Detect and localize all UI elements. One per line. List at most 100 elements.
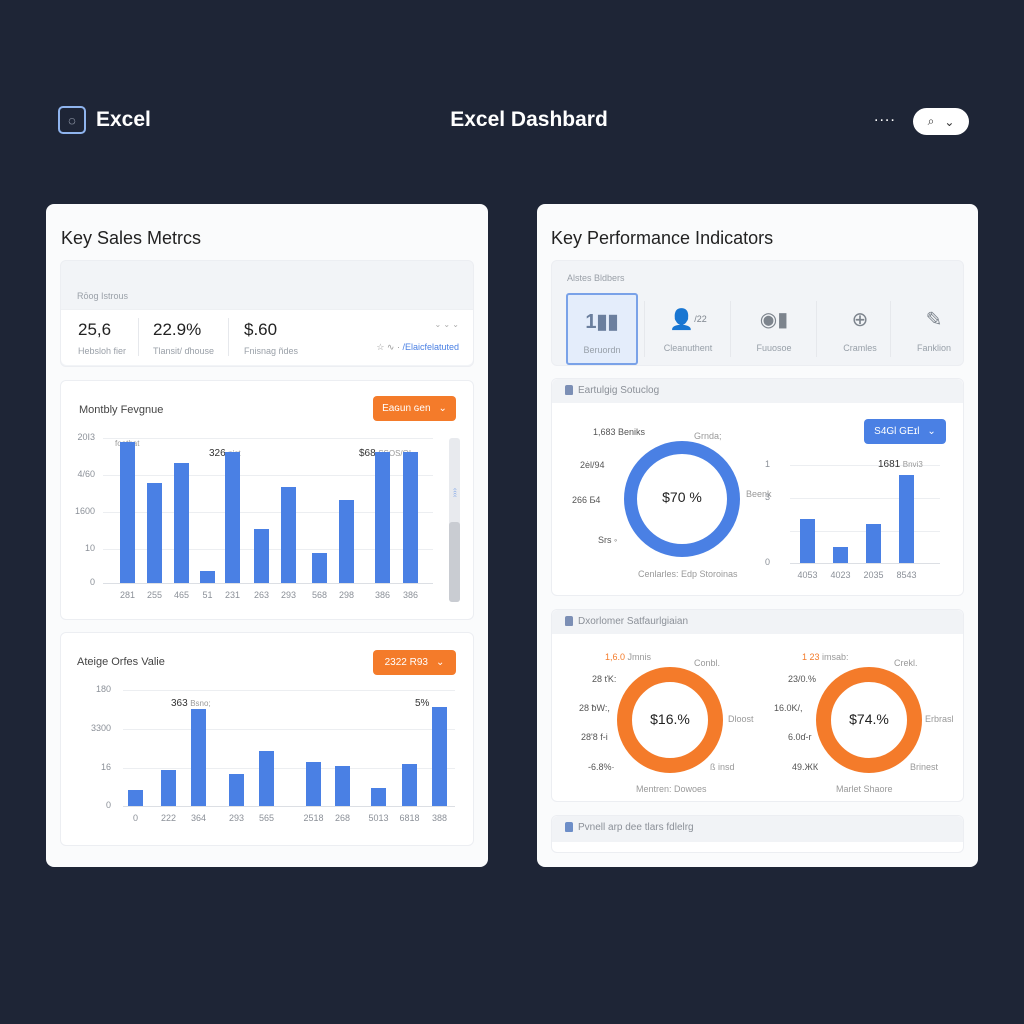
x-axis-label: 293 — [228, 813, 245, 823]
kpi-tab-fanklion[interactable]: ✎ Fanklion — [898, 293, 970, 365]
bar[interactable] — [120, 442, 135, 583]
bar[interactable] — [403, 452, 418, 583]
kpi-tab-cramles[interactable]: ⊕ Cramles — [824, 293, 896, 365]
x-axis-label: 263 — [253, 590, 270, 600]
ordering-bar-chart: 1 3 0 1681 Bnvi3 4053 4023 2035 8543 — [765, 459, 940, 580]
person-target-icon: ◉▮ — [759, 308, 789, 331]
section-header: Dxorlomer Satfaurlgiaian — [552, 610, 963, 634]
chevron-down-icon: ⌄ — [435, 657, 445, 668]
bar[interactable] — [899, 475, 914, 563]
stat-3: $.60 Fnisnag ñdes — [244, 320, 299, 356]
x-axis-label: 293 — [280, 590, 297, 600]
excel-app-icon: ◌ — [58, 106, 86, 134]
x-axis-label: 0 — [132, 813, 138, 823]
bar-annotation: $68 SSOS/OI — [359, 448, 412, 459]
monthly-revenue-card: Montbly Fevgnue Eaɢun ɢen ⌄ 20I3 4/60 16… — [60, 380, 474, 620]
bar[interactable] — [371, 788, 386, 806]
x-axis-label: 568 — [311, 590, 328, 600]
summary-card: Rōog Istrous 25,6 Hebsloh fier 22.9% Tla… — [60, 260, 474, 367]
period-dropdown[interactable]: 2322 R93 ⌄ — [373, 650, 456, 675]
donut-center-value: $16.% — [650, 711, 690, 727]
bar[interactable] — [339, 500, 354, 583]
search-icon: ⌕ — [927, 114, 935, 128]
bar[interactable] — [200, 571, 215, 583]
expand-chevrons-icon[interactable]: ⌄ ⌄ ⌄ — [434, 320, 459, 329]
chevron-down-icon: ⌄ — [438, 403, 447, 414]
x-axis-label: 298 — [338, 590, 355, 600]
chart-preview — [577, 852, 933, 853]
sparkline-icon: ☆ ∿ · — [376, 342, 400, 352]
summary-label: Rōog Istrous — [77, 291, 129, 301]
kpi-tab-beruordn[interactable]: 1▮▮ Beruordn — [566, 293, 638, 365]
bar[interactable] — [833, 547, 848, 563]
divider — [138, 318, 139, 356]
x-axis-label: 465 — [173, 590, 190, 600]
x-axis-label: 268 — [334, 813, 351, 823]
x-axis-label: 364 — [190, 813, 207, 823]
divider — [730, 301, 731, 357]
x-axis-label: 4053 — [797, 570, 818, 580]
bar[interactable] — [225, 452, 240, 583]
chevron-down-icon: ⌄ — [927, 426, 936, 437]
wand-icon: ✎ — [925, 308, 943, 331]
divider — [890, 301, 891, 357]
bar[interactable] — [866, 524, 881, 563]
x-axis-label: 255 — [146, 590, 163, 600]
page-title: Excel Dashbard — [450, 108, 608, 131]
x-axis-label: 4023 — [830, 570, 851, 580]
user-icon — [565, 616, 573, 626]
kpi-tab-cleanuthent[interactable]: 👤/22 Cleanuthent — [652, 293, 724, 365]
kpi-tab-fuuosoe[interactable]: ◉▮ Fuuosoe — [738, 293, 810, 365]
bar[interactable] — [335, 766, 350, 806]
scrollbar-thumb[interactable] — [449, 522, 460, 602]
avg-order-value-chart: 180 3300 16 0 363 Bsno; 5% 0 222 364 293 565… — [91, 684, 455, 823]
bar[interactable] — [402, 764, 417, 806]
x-axis-label: 565 — [258, 813, 275, 823]
x-axis-label: 388 — [431, 813, 448, 823]
bar[interactable] — [281, 487, 296, 583]
bar[interactable] — [375, 452, 390, 583]
x-axis-label: 386 — [402, 590, 419, 600]
section-header: Eartulgig Sotuclog — [552, 379, 963, 403]
divider — [228, 318, 229, 356]
panel-title: Key Sales Metrcs — [61, 228, 202, 248]
x-axis-label: 281 — [119, 590, 136, 600]
card-title: Ateige Orfes Valie — [77, 656, 165, 668]
bar[interactable] — [306, 762, 321, 806]
user-icon — [565, 385, 573, 395]
donut-caption: Cenlarles: Edp Storoinas — [638, 569, 738, 579]
bar[interactable] — [161, 770, 176, 806]
more-options-icon[interactable]: .... — [874, 108, 896, 125]
x-axis-label: 5013 — [368, 813, 389, 823]
bar[interactable] — [254, 529, 269, 583]
bar-chart-icon: 1▮▮ — [585, 310, 619, 333]
bar[interactable] — [147, 483, 162, 583]
bar[interactable] — [259, 751, 274, 806]
bar[interactable] — [800, 519, 815, 563]
card-title: Montbly Fevgnue — [79, 404, 164, 416]
bar[interactable] — [312, 553, 327, 583]
metric-dropdown[interactable]: S4Gl GEɪl ⌄ — [864, 419, 946, 444]
bar[interactable] — [432, 707, 447, 806]
satisfaction-card: Dxorlomer Satfaurlgiaian $16.% 1,6.0 Jmn… — [551, 609, 964, 802]
divider — [816, 301, 817, 357]
bar[interactable] — [229, 774, 244, 806]
stat-1: 25,6 Hebsloh fier — [78, 320, 127, 356]
vertical-scrollbar[interactable]: ‹‹‹‹ — [449, 438, 460, 602]
brand[interactable]: ◌ Excel — [58, 106, 151, 134]
bar[interactable] — [191, 709, 206, 806]
stat-2: 22.9% Tlansit/ ɗhouse — [153, 320, 215, 356]
period-dropdown[interactable]: Eaɢun ɢen ⌄ — [373, 396, 456, 421]
bar[interactable] — [128, 790, 143, 806]
x-axis-label: 222 — [160, 813, 177, 823]
bar[interactable] — [174, 463, 189, 583]
details-link[interactable]: ☆ ∿ · /Elaicfelatuted — [376, 342, 459, 352]
globe-icon: ⊕ — [851, 308, 869, 331]
top-bar: ◌ Excel Excel Dashbard .... ⌕ ⌄ — [0, 100, 1024, 144]
donut-caption: Mentren: Dowoes — [636, 784, 707, 794]
bar-annotation: 5% — [415, 698, 430, 709]
x-axis-label: 2518 — [303, 813, 324, 823]
footer-section-card[interactable]: Pvnell arp dee tlars fdlelrg — [551, 815, 964, 853]
search-button[interactable]: ⌕ ⌄ — [913, 108, 969, 135]
donut-center-value: $74.% — [849, 711, 889, 727]
